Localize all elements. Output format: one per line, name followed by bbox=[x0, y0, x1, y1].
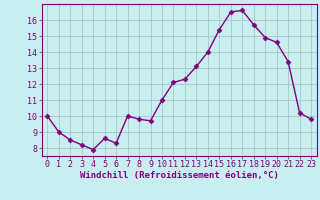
X-axis label: Windchill (Refroidissement éolien,°C): Windchill (Refroidissement éolien,°C) bbox=[80, 171, 279, 180]
